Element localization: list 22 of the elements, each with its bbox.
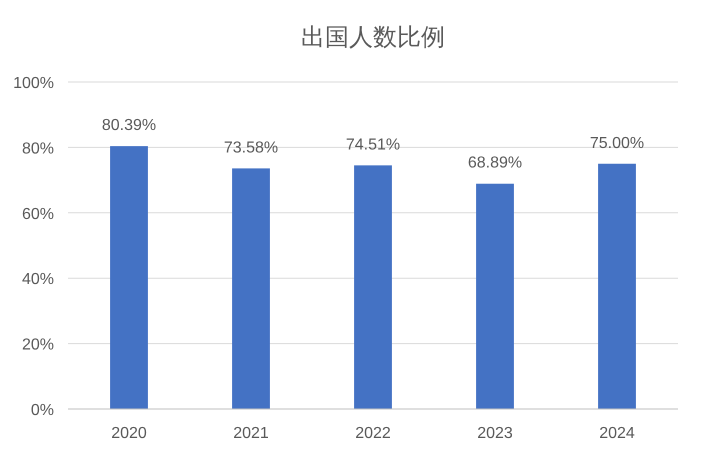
data-label: 80.39% — [102, 117, 156, 134]
x-tick-label: 2022 — [355, 425, 391, 442]
y-tick-label: 20% — [22, 336, 54, 354]
y-tick-label: 80% — [22, 140, 54, 158]
title: 出国人数比例 — [301, 24, 445, 51]
y-tick-label: 60% — [22, 206, 54, 223]
y-tick-label: 40% — [22, 271, 54, 288]
x-tick-label: 2021 — [233, 425, 269, 442]
bar — [354, 165, 392, 409]
bar — [598, 164, 636, 409]
y-tick-label: 0% — [30, 402, 54, 419]
data-label: 74.51% — [346, 136, 400, 154]
x-tick-label: 2020 — [111, 425, 147, 442]
data-label: 75.00% — [590, 134, 644, 152]
x-tick-label: 2023 — [477, 425, 513, 442]
data-label: 73.58% — [224, 139, 278, 156]
bar — [476, 184, 514, 409]
data-label: 68.89% — [468, 154, 522, 172]
bar — [110, 146, 148, 409]
y-tick-label: 100% — [13, 75, 54, 92]
bar — [232, 168, 270, 409]
x-tick-label: 2024 — [599, 425, 635, 442]
